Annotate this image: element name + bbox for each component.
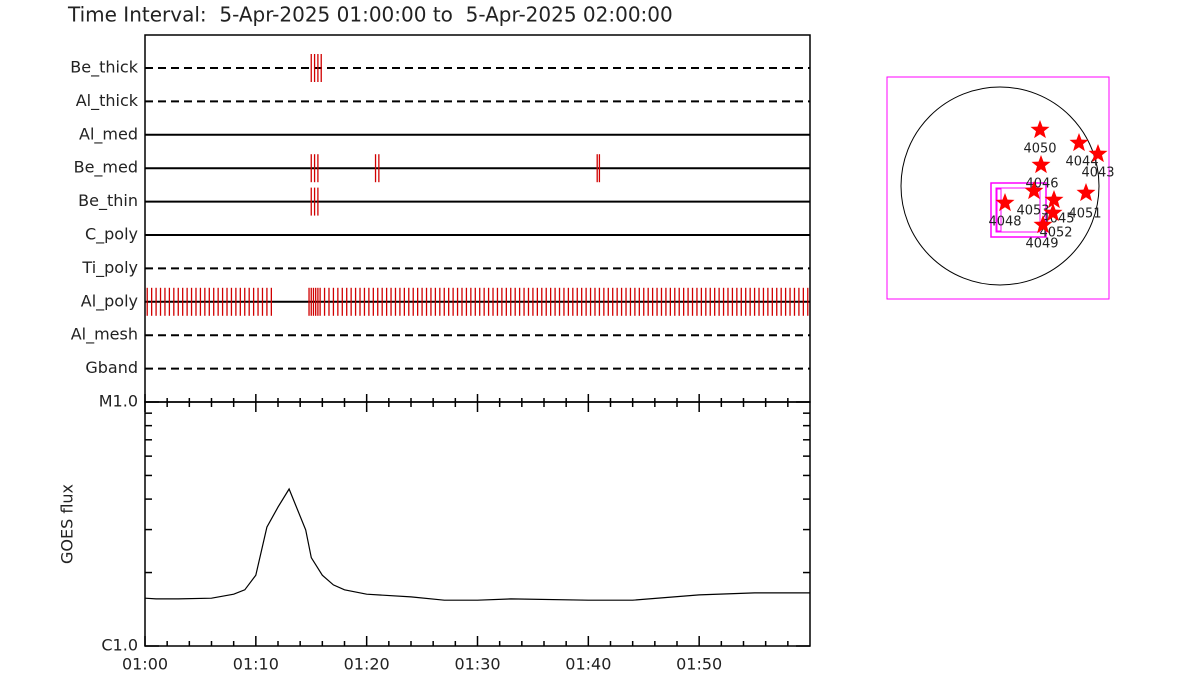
x-tick-label: 01:20 — [344, 655, 390, 674]
y-axis-label: GOES flux — [58, 484, 77, 564]
row-label: Al_med — [79, 124, 138, 144]
row-label: Be_med — [74, 158, 138, 178]
row-label: C_poly — [85, 225, 138, 245]
x-tick-label: 01:40 — [565, 655, 611, 674]
map-frame — [886, 76, 1110, 300]
goes-frame — [144, 401, 811, 647]
row-label: Ti_poly — [81, 258, 138, 278]
region-star — [1076, 183, 1096, 202]
region-label: 4044 — [1065, 155, 1098, 170]
region-star — [995, 193, 1015, 212]
row-label: Be_thin — [78, 191, 138, 211]
region-star — [1024, 181, 1044, 200]
region-label: 4043 — [1081, 166, 1114, 181]
goes-curve — [144, 487, 810, 601]
field-of-view — [995, 187, 1041, 233]
y-tick-label: C1.0 — [101, 636, 138, 655]
row-label: Al_thick — [76, 91, 139, 111]
region-label: 4050 — [1023, 142, 1056, 157]
x-tick-label: 01:50 — [676, 655, 722, 674]
timeline-frame — [144, 34, 811, 403]
x-tick-label: 01:10 — [233, 655, 279, 674]
field-of-view — [996, 188, 1002, 232]
row-label: Gband — [85, 358, 138, 377]
region-label: 4049 — [1025, 237, 1058, 252]
row-label: Be_thick — [70, 58, 138, 78]
region-label: 4048 — [988, 215, 1021, 230]
y-tick-label: M1.0 — [99, 392, 138, 411]
row-label: Al_mesh — [71, 325, 138, 345]
region-star — [1044, 190, 1064, 209]
region-star — [1030, 120, 1050, 139]
x-tick-label: 01:00 — [122, 655, 168, 674]
region-star — [1069, 133, 1089, 152]
x-tick-label: 01:30 — [454, 655, 500, 674]
region-label: 4053 — [1016, 204, 1049, 219]
region-star — [1031, 155, 1051, 174]
region-label: 4051 — [1068, 207, 1101, 222]
solar-limb — [900, 86, 1100, 286]
region-star — [1088, 144, 1108, 163]
row-label: Al_poly — [81, 291, 138, 311]
region-star — [1043, 203, 1063, 222]
region-star — [1033, 215, 1053, 234]
chart-title: Time Interval: 5-Apr-2025 01:00:00 to 5-… — [67, 3, 673, 27]
